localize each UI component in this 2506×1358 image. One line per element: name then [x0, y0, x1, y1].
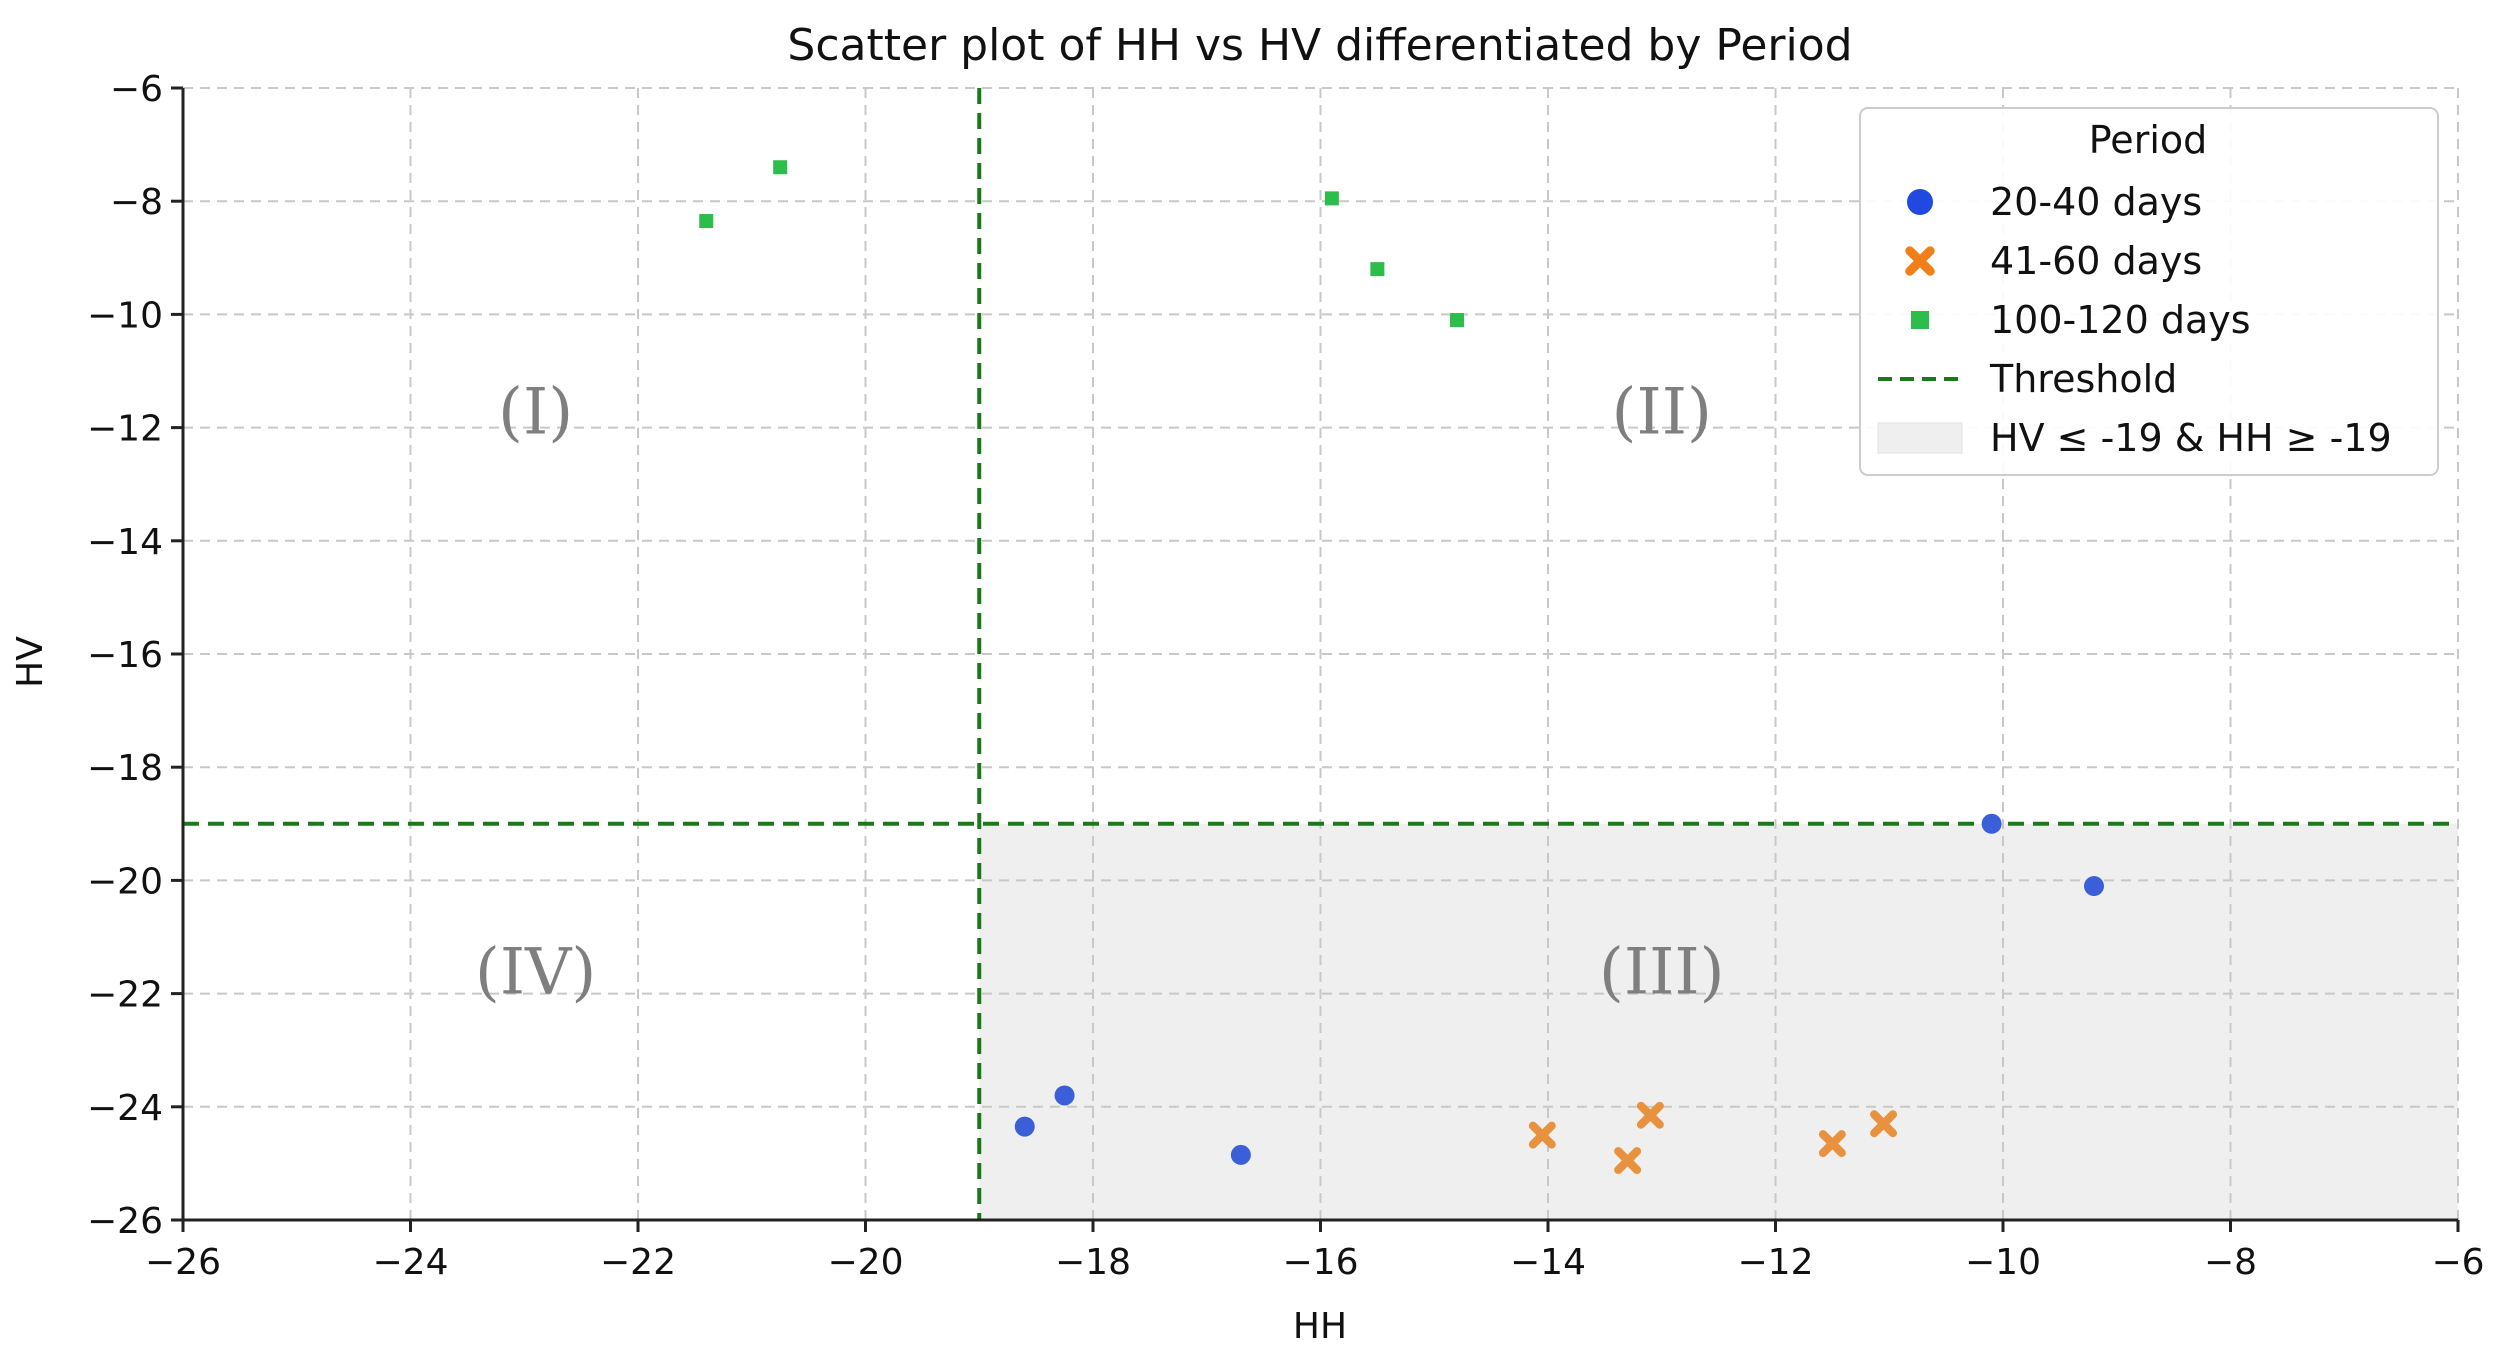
legend-box	[1859, 107, 2439, 476]
series-2	[699, 160, 1464, 328]
y-tick-label: −14	[87, 522, 163, 563]
legend-marker-1-stroke-b	[1905, 246, 1935, 276]
y-tick-label: −8	[110, 182, 163, 223]
data-point-s0-p0	[1014, 1116, 1035, 1137]
data-point-s2-p0	[699, 214, 714, 229]
data-point-s1-p3-stroke-b	[1818, 1130, 1846, 1158]
data-point-s2-p2	[1324, 191, 1339, 206]
data-point-s2-p4	[1450, 313, 1464, 328]
y-axis-label: HV	[10, 636, 51, 688]
x-tick-label: −8	[2204, 1242, 2257, 1283]
y-ticks: −6 −8 −10 −12 −14 −16 −18 −20 −22 −24 −26	[87, 69, 183, 1242]
shaded-region-iii	[979, 823, 2458, 1220]
data-point-s1-p1-stroke-b	[1614, 1147, 1642, 1175]
x-ticks: −26 −24 −22 −20 −18 −16 −14 −12 −10 −8 −6	[145, 1220, 2485, 1283]
legend-label-1: 41-60 days	[1990, 239, 2202, 283]
threshold-lines	[183, 88, 2458, 1220]
data-points	[699, 160, 2104, 1175]
legend-title: Period	[2089, 118, 2208, 162]
quadrant-label-1: (II)	[1612, 375, 1713, 449]
legend-label-2: 100-120 days	[1990, 298, 2251, 342]
x-tick-label: −22	[600, 1242, 676, 1283]
data-point-s1-p2	[1636, 1101, 1664, 1129]
legend-label-0: 20-40 days	[1990, 180, 2202, 224]
legend-label-region: HV ≤ -19 & HH ≥ -19	[1990, 416, 2392, 460]
data-point-s2-p3	[1370, 262, 1385, 277]
x-tick-label: −18	[1055, 1242, 1131, 1283]
chart-title: Scatter plot of HH vs HV differentiated …	[787, 20, 1852, 71]
data-point-s1-p1	[1614, 1147, 1642, 1175]
y-tick-label: −16	[87, 635, 163, 676]
x-tick-label: −26	[145, 1242, 221, 1283]
data-point-s0-p2	[1230, 1144, 1251, 1165]
x-tick-label: −14	[1510, 1242, 1586, 1283]
y-tick-label: −10	[87, 295, 163, 336]
x-tick-label: −10	[1965, 1242, 2041, 1283]
data-point-s1-p3	[1818, 1130, 1846, 1158]
y-tick-label: −26	[87, 1201, 163, 1242]
data-point-s0-p4	[2084, 876, 2104, 897]
x-tick-label: −12	[1738, 1242, 1814, 1283]
x-tick-label: −6	[2431, 1242, 2484, 1283]
quadrant-labels: (I) (II) (III) (IV)	[475, 375, 1725, 1009]
x-tick-label: −16	[1283, 1242, 1359, 1283]
data-point-s1-p4-stroke-b	[1870, 1110, 1898, 1138]
data-point-s0-p1	[1054, 1085, 1075, 1106]
y-tick-label: −20	[87, 861, 163, 902]
x-tick-label: −24	[373, 1242, 449, 1283]
y-tick-label: −24	[87, 1088, 163, 1129]
legend-marker-0	[1907, 189, 1933, 215]
y-tick-label: −6	[110, 69, 163, 110]
x-tick-label: −20	[828, 1242, 904, 1283]
quadrant-label-3: (IV)	[475, 936, 596, 1010]
legend-marker-region	[1877, 422, 1963, 454]
x-axis-label: HH	[1293, 1306, 1347, 1347]
quadrant-label-2: (III)	[1599, 936, 1725, 1010]
series-0	[1014, 813, 2104, 1165]
series-1	[1528, 1101, 1898, 1175]
legend-marker-1	[1905, 246, 1935, 276]
y-tick-label: −12	[87, 409, 163, 450]
data-point-s1-p0-stroke-b	[1528, 1121, 1556, 1149]
data-point-s1-p2-stroke-b	[1636, 1101, 1664, 1129]
data-point-s1-p0	[1528, 1121, 1556, 1149]
quadrant-label-0: (I)	[498, 375, 573, 449]
y-tick-label: −18	[87, 748, 163, 789]
data-point-s2-p1	[773, 160, 788, 175]
data-point-s0-p3	[1981, 813, 2002, 834]
legend: Period 20-40 days 41-60 days 100-120 days T…	[1859, 107, 2439, 476]
legend-label-threshold: Threshold	[1989, 357, 2177, 401]
legend-marker-2	[1911, 311, 1929, 329]
y-tick-label: −22	[87, 975, 163, 1016]
legend-items: 20-40 days 41-60 days 100-120 days Threshol…	[1877, 180, 2392, 460]
data-point-s1-p4	[1870, 1110, 1898, 1138]
